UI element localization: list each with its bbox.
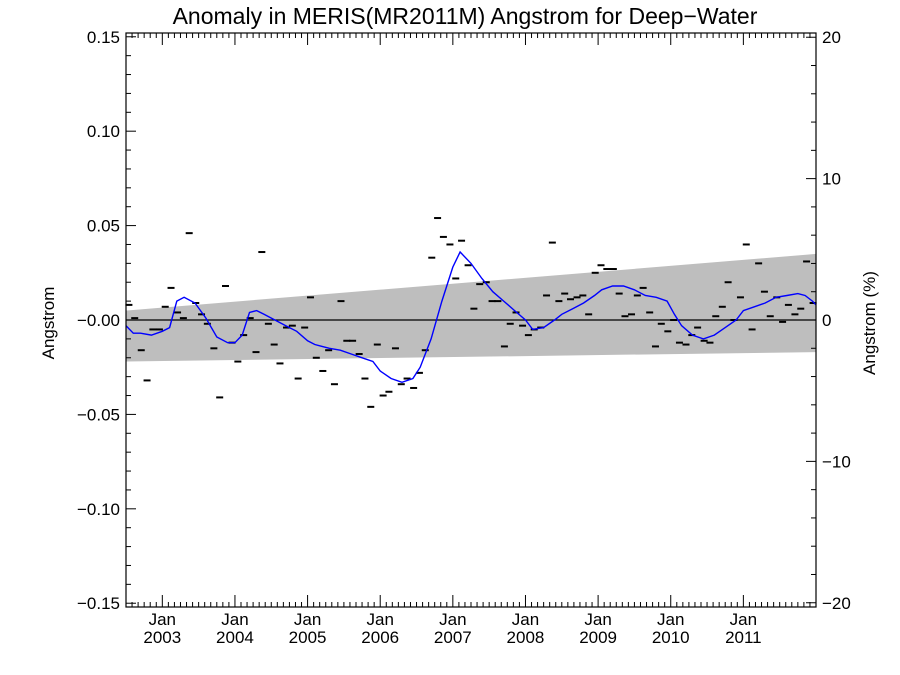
x-tick-label-year: 2009 <box>579 628 617 647</box>
x-tick-label-year: 2005 <box>289 628 327 647</box>
y-tick-label-right: −10 <box>822 452 851 471</box>
x-tick-label-month: Jan <box>221 610 248 629</box>
y-tick-label-right: 0 <box>822 311 831 330</box>
axes-layer: −0.15 −0.10 −0.05 −0.00 0.05 0.10 0.15 −20 −10 0 1… <box>77 28 851 647</box>
x-tick-label-month: Jan <box>149 610 176 629</box>
y-tick-label-left: 0.15 <box>87 28 120 47</box>
y-tick-label-left: 0.10 <box>87 122 120 141</box>
y-tick-label-left: 0.05 <box>87 217 120 236</box>
y-tick-label-left: −0.05 <box>77 405 120 424</box>
x-tick-label-month: Jan <box>657 610 684 629</box>
chart-title: Anomaly in MERIS(MR2011M) Angstrom for D… <box>173 3 758 29</box>
x-tick-label-year: 2011 <box>725 628 762 647</box>
running-mean-layer <box>125 250 817 384</box>
y-tick-label-left: −0.10 <box>77 500 120 519</box>
x-tick-label-year: 2004 <box>216 628 254 647</box>
x-tick-label-month: Jan <box>366 610 393 629</box>
x-tick-label-month: Jan <box>730 610 757 629</box>
y-tick-label-left: −0.00 <box>77 311 120 330</box>
y-axis-label-right: Angstrom (%) <box>860 271 879 375</box>
y-tick-label-right: −20 <box>822 594 851 613</box>
running-mean-line <box>125 250 817 384</box>
x-tick-label-year: 2007 <box>434 628 472 647</box>
x-tick-label-year: 2003 <box>143 628 181 647</box>
y-tick-label-right: 10 <box>822 170 841 189</box>
x-tick-label-year: 2010 <box>652 628 690 647</box>
x-tick-label-month: Jan <box>584 610 611 629</box>
y-tick-label-right: 20 <box>822 28 841 47</box>
y-axis-label-left: Angstrom <box>39 287 58 360</box>
x-tick-label-month: Jan <box>439 610 466 629</box>
x-tick-label-month: Jan <box>512 610 539 629</box>
y-tick-label-left: −0.15 <box>77 594 120 613</box>
x-tick-label-year: 2006 <box>361 628 399 647</box>
x-tick-label-year: 2008 <box>507 628 545 647</box>
x-tick-label-month: Jan <box>294 610 321 629</box>
